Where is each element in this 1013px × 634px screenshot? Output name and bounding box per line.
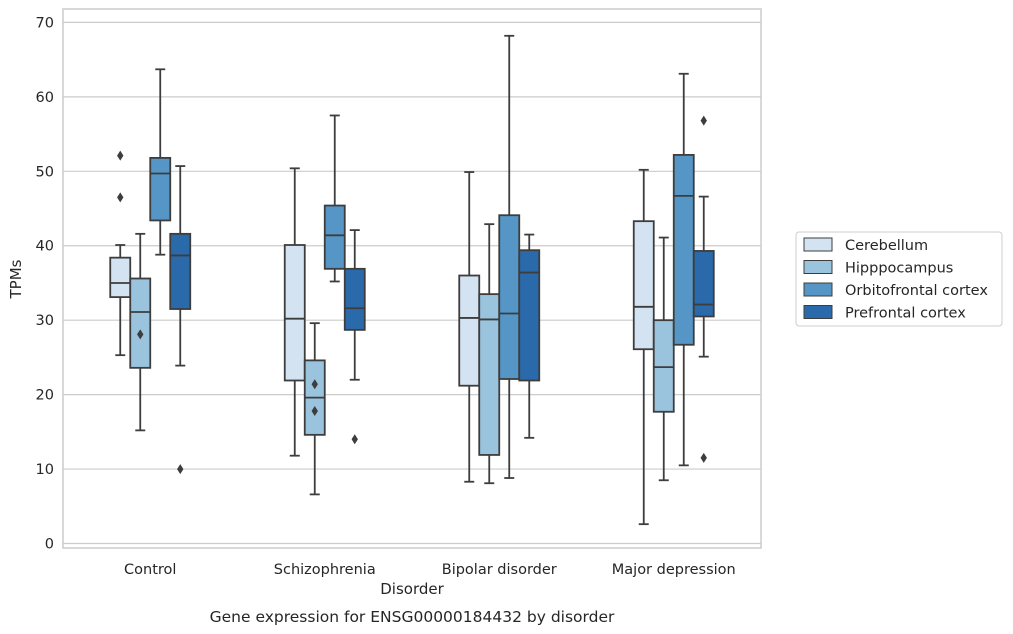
legend-swatch [803, 305, 833, 319]
box-hipppocampus [652, 236, 675, 482]
box-orbitofrontal-cortex [149, 68, 172, 256]
y-tick-label: 60 [36, 90, 54, 106]
y-axis-title: TPMs [7, 259, 25, 299]
box-cerebellum [109, 150, 132, 357]
outlier-point [700, 115, 707, 126]
y-tick-label: 20 [36, 388, 54, 404]
box-iqr [109, 256, 132, 299]
outlier-point [137, 329, 144, 340]
legend-label: Cerebellum [845, 238, 928, 254]
box-prefrontal-cortex [692, 115, 715, 463]
outlier-point [700, 452, 707, 463]
box-iqr [672, 154, 695, 346]
box-iqr [343, 267, 366, 331]
box-hipppocampus [129, 232, 152, 432]
x-tick-label: Control [124, 562, 176, 578]
plot-area-frame [62, 8, 762, 549]
outlier-point [311, 379, 318, 390]
box-iqr [323, 204, 346, 270]
box-iqr [149, 156, 172, 222]
box-iqr [652, 319, 675, 413]
outlier-point [177, 464, 184, 475]
box-iqr [518, 249, 541, 382]
box-iqr [129, 277, 152, 369]
legend: Cerebellum Hipppocampus Orbitofrontal cort… [795, 231, 1003, 327]
outlier-point [311, 406, 318, 417]
box-prefrontal-cortex [518, 233, 541, 439]
x-axis-title: Disorder [380, 580, 444, 598]
box-hipppocampus [303, 322, 326, 496]
x-tick-labels: Control Schizophrenia Bipolar disorder Majo… [124, 562, 736, 578]
box-iqr [692, 250, 715, 318]
box-iqr [632, 220, 655, 351]
box-prefrontal-cortex [343, 229, 366, 445]
box-iqr [283, 244, 306, 382]
box-series [109, 34, 715, 526]
box-cerebellum [458, 171, 481, 483]
box-prefrontal-cortex [169, 165, 192, 475]
outlier-point [117, 192, 124, 203]
legend-label: Orbitofrontal cortex [845, 283, 988, 299]
box-cerebellum [632, 168, 655, 526]
legend-frame [795, 231, 1003, 327]
box-orbitofrontal-cortex [323, 114, 346, 283]
chart-title: Gene expression for ENSG00000184432 by d… [210, 608, 615, 626]
legend-swatch [803, 260, 833, 274]
y-tick-label: 40 [36, 239, 54, 255]
y-tick-label: 10 [36, 462, 54, 478]
y-tick-label: 50 [36, 164, 54, 180]
legend-label: Hipppocampus [845, 261, 953, 277]
box-iqr [169, 232, 192, 310]
legend-swatch [803, 282, 833, 297]
outlier-point [351, 434, 358, 445]
legend-swatch [803, 237, 833, 252]
y-tick-labels: 0 10 20 30 40 50 60 70 [36, 15, 54, 552]
outlier-point [117, 150, 124, 161]
legend-label: Prefrontal cortex [845, 306, 966, 322]
box-iqr [458, 274, 481, 387]
y-tick-label: 70 [36, 15, 54, 31]
y-tick-label: 30 [36, 313, 54, 329]
box-iqr [478, 293, 501, 456]
box-iqr [498, 214, 521, 380]
x-tick-label: Bipolar disorder [442, 562, 557, 578]
box-orbitofrontal-cortex [672, 72, 695, 467]
y-tick-label: 0 [45, 537, 54, 553]
x-tick-label: Schizophrenia [274, 562, 376, 578]
x-tick-label: Major depression [612, 562, 736, 578]
box-cerebellum [283, 167, 306, 457]
